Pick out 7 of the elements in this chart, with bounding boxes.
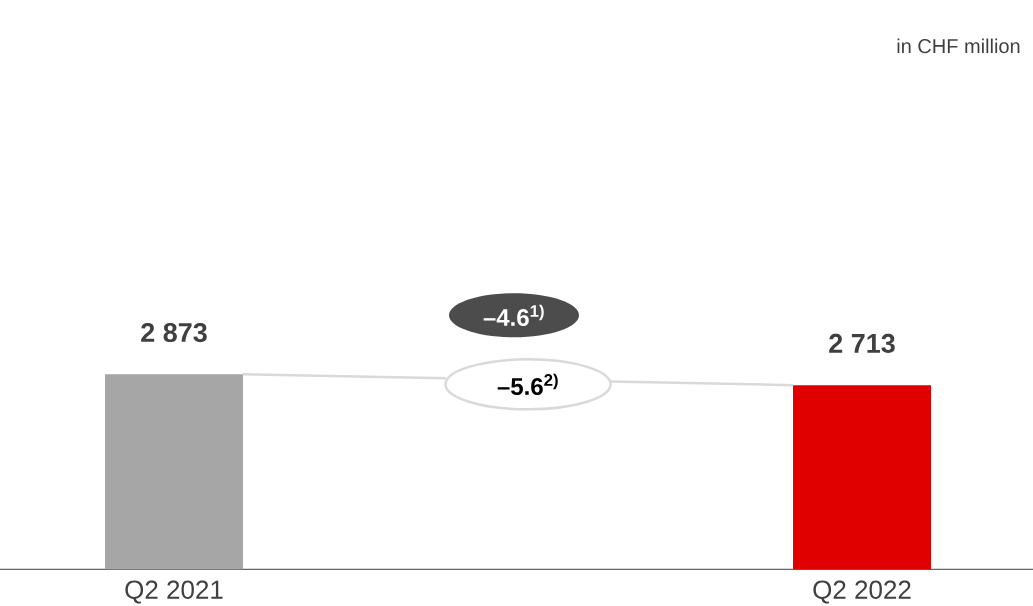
data-label: 2 873 bbox=[141, 322, 207, 343]
x-tick-label: Q2 2021 bbox=[125, 580, 223, 604]
annotation: –5.6$^{2)}$ bbox=[497, 373, 558, 396]
text: –4.6$^{1)}$ bbox=[483, 304, 544, 327]
data-label: 2 713 bbox=[829, 333, 895, 353]
text: in CHF million bbox=[897, 38, 1020, 54]
x-tick-label: Q2 2022 bbox=[813, 580, 911, 604]
